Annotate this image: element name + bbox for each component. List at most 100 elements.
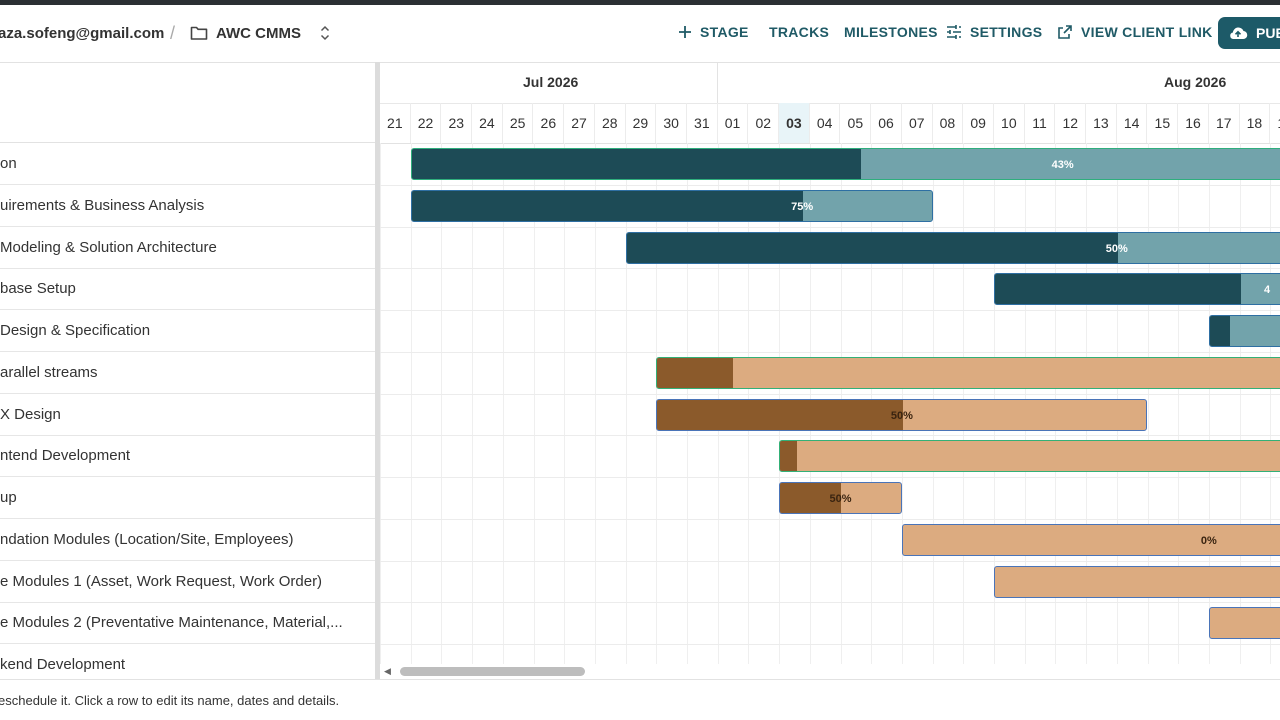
task-progress-fill <box>411 191 804 221</box>
day-label: 23 <box>441 103 473 143</box>
day-label: 05 <box>841 103 872 143</box>
month-header: Jul 2026 Aug 2026 <box>380 63 1280 104</box>
task-progress-fill <box>995 274 1241 304</box>
external-link-icon <box>1058 25 1072 39</box>
scroll-left-icon[interactable]: ◀ <box>384 666 391 676</box>
publish-label: PUB <box>1256 25 1280 41</box>
grid-vline <box>502 143 504 665</box>
task-row[interactable]: uirements & Business Analysis <box>0 185 375 227</box>
grid-vline <box>625 143 627 665</box>
scrollbar-thumb[interactable] <box>400 667 585 676</box>
task-bar[interactable]: 75% <box>410 190 933 222</box>
task-row[interactable]: e Modules 2 (Preventative Maintenance, M… <box>0 602 375 644</box>
day-label: 10 <box>994 103 1025 143</box>
stage-label: STAGE <box>700 24 749 40</box>
task-bar[interactable] <box>1208 315 1280 347</box>
task-progress-fill <box>626 233 1118 263</box>
task-bar[interactable]: 0% <box>901 524 1280 556</box>
day-label: 09 <box>963 103 994 143</box>
day-label: 25 <box>503 103 534 143</box>
task-progress-fill <box>657 400 903 430</box>
day-label: 08 <box>933 103 964 143</box>
tracks-button[interactable]: TRACKS <box>769 24 829 40</box>
task-row[interactable]: kend Development <box>0 644 375 680</box>
task-progress-label: 50% <box>829 493 852 505</box>
task-bar[interactable]: 50% <box>625 232 1280 264</box>
task-row[interactable]: ndation Modules (Location/Site, Employee… <box>0 519 375 561</box>
task-row[interactable]: ntend Development <box>0 435 375 477</box>
header-bar: aza.sofeng@gmail.com / AWC CMMS STAGE TR… <box>0 5 1280 62</box>
grid-vline <box>1270 143 1272 665</box>
task-row[interactable]: e Modules 1 (Asset, Work Request, Work O… <box>0 561 375 603</box>
publish-button[interactable]: PUB <box>1218 17 1280 49</box>
top-border <box>0 0 1280 5</box>
task-row[interactable]: Modeling & Solution Architecture <box>0 227 375 269</box>
task-bar[interactable]: 50% <box>779 482 902 514</box>
month-divider <box>717 63 718 103</box>
day-label: 17 <box>1209 103 1240 143</box>
footer-hint-bar: eschedule it. Click a row to edit its na… <box>0 679 1280 720</box>
task-bar[interactable]: 4 <box>994 273 1280 305</box>
grid-hline <box>380 310 1280 311</box>
day-label: 24 <box>472 103 503 143</box>
grid-vline <box>1147 143 1149 665</box>
grid-hline <box>380 435 1280 436</box>
client-link-button[interactable]: VIEW CLIENT LINK <box>1057 24 1213 40</box>
day-label: 06 <box>871 103 902 143</box>
folder-icon <box>190 26 208 40</box>
settings-button[interactable]: SETTINGS <box>946 24 1042 40</box>
panel-splitter[interactable] <box>375 62 380 679</box>
horizontal-scrollbar[interactable]: ◀ <box>380 664 1280 679</box>
cloud-upload-icon <box>1230 27 1248 40</box>
day-label: 31 <box>687 103 718 143</box>
task-bar[interactable] <box>994 566 1280 598</box>
day-label: 26 <box>534 103 565 143</box>
sliders-icon <box>947 25 961 39</box>
day-label: 28 <box>595 103 626 143</box>
milestones-button[interactable]: MILESTONES <box>844 24 938 40</box>
task-progress-fill <box>657 358 734 388</box>
settings-label: SETTINGS <box>970 24 1043 40</box>
grid-vline <box>441 143 443 665</box>
project-name: AWC CMMS <box>216 24 301 42</box>
breadcrumb-separator: / <box>170 23 176 43</box>
task-bar[interactable]: 50% <box>656 399 1148 431</box>
grid-vline <box>594 143 596 665</box>
task-row[interactable]: Design & Specification <box>0 310 375 352</box>
task-bar[interactable] <box>1208 607 1280 639</box>
task-progress-label: 0% <box>1200 535 1217 547</box>
grid-hline <box>380 185 1280 186</box>
milestones-label: MILESTONES <box>844 24 938 40</box>
task-bar[interactable] <box>656 357 1280 389</box>
day-label: 19 <box>1270 103 1280 143</box>
task-progress-fill <box>1209 316 1230 346</box>
day-label: 14 <box>1117 103 1148 143</box>
grid-vline <box>1178 143 1180 665</box>
day-label: 13 <box>1086 103 1117 143</box>
plus-icon <box>679 26 691 38</box>
month-label: Jul 2026 <box>523 74 579 90</box>
stage-button[interactable]: STAGE <box>678 24 749 40</box>
grid-vline <box>380 143 381 665</box>
task-row[interactable]: base Setup <box>0 268 375 310</box>
task-row[interactable]: up <box>0 477 375 519</box>
day-label: 11 <box>1025 103 1056 143</box>
grid-hline <box>380 268 1280 269</box>
task-row[interactable]: arallel streams <box>0 352 375 394</box>
day-label: 30 <box>656 103 687 143</box>
grid-hline <box>380 561 1280 562</box>
day-label: 15 <box>1148 103 1179 143</box>
task-list-panel: on uirements & Business Analysis Modeling… <box>0 62 375 680</box>
task-bar[interactable] <box>779 440 1280 472</box>
task-progress-label: 50% <box>890 410 913 422</box>
task-progress-label: 4 <box>1264 284 1271 296</box>
task-bar[interactable]: 43% <box>410 148 1280 180</box>
task-row[interactable]: X Design <box>0 394 375 436</box>
task-progress-label: 75% <box>791 201 814 213</box>
task-row[interactable]: on <box>0 143 375 185</box>
project-selector[interactable]: AWC CMMS <box>190 24 331 42</box>
task-progress-label: 50% <box>1105 243 1128 255</box>
grid-vline <box>1239 143 1241 665</box>
user-email[interactable]: aza.sofeng@gmail.com <box>0 25 165 42</box>
task-progress-fill <box>780 441 797 471</box>
